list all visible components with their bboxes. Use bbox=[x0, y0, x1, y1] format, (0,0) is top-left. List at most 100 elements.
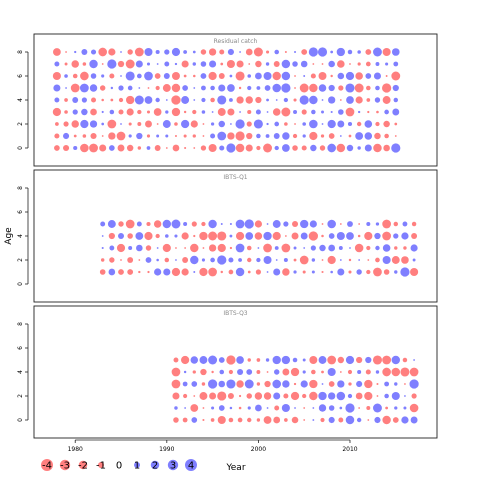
residual-point bbox=[348, 270, 352, 274]
residual-point bbox=[227, 392, 234, 400]
residual-point bbox=[302, 393, 307, 399]
residual-point bbox=[199, 356, 208, 364]
residual-point bbox=[137, 146, 142, 150]
residual-point bbox=[109, 257, 115, 263]
residual-point bbox=[91, 97, 97, 103]
residual-point bbox=[392, 417, 399, 423]
residual-point bbox=[337, 72, 345, 80]
residual-point bbox=[127, 85, 133, 91]
residual-point bbox=[283, 221, 289, 227]
residual-point bbox=[208, 48, 217, 56]
residual-bubbles bbox=[171, 355, 419, 425]
residual-point bbox=[191, 417, 198, 423]
residual-point bbox=[230, 123, 232, 125]
residual-point bbox=[54, 61, 60, 67]
residual-point bbox=[247, 85, 252, 91]
residual-point bbox=[375, 62, 380, 66]
residual-point bbox=[99, 144, 107, 152]
residual-point bbox=[383, 269, 390, 275]
residual-point bbox=[226, 59, 235, 69]
residual-point bbox=[339, 259, 342, 261]
residual-point bbox=[182, 85, 188, 91]
residual-point bbox=[171, 107, 181, 117]
residual-point bbox=[330, 50, 334, 54]
residual-point bbox=[207, 379, 218, 389]
residual-point bbox=[146, 62, 151, 66]
residual-point bbox=[413, 359, 416, 361]
residual-point bbox=[109, 245, 115, 251]
residual-point bbox=[393, 233, 399, 239]
residual-point bbox=[373, 267, 382, 277]
residual-point bbox=[193, 395, 196, 397]
residual-point bbox=[404, 383, 406, 385]
residual-point bbox=[211, 111, 214, 113]
residual-point bbox=[290, 367, 300, 377]
residual-point bbox=[181, 60, 189, 68]
legend-label: 0 bbox=[116, 461, 122, 472]
residual-point bbox=[382, 367, 391, 377]
residual-point bbox=[175, 259, 177, 261]
residual-point bbox=[317, 47, 328, 57]
residual-point bbox=[126, 95, 135, 105]
residual-point bbox=[210, 97, 215, 103]
residual-point bbox=[382, 415, 391, 425]
residual-point bbox=[82, 62, 87, 66]
residual-point bbox=[284, 51, 287, 53]
residual-point bbox=[337, 60, 345, 68]
residual-point bbox=[272, 83, 281, 93]
residual-point bbox=[80, 71, 89, 81]
residual-point bbox=[409, 379, 419, 389]
residual-point bbox=[308, 47, 318, 57]
residual-point bbox=[281, 144, 290, 152]
legend-label: -4 bbox=[42, 461, 52, 472]
residual-point bbox=[163, 268, 171, 276]
residual-point bbox=[309, 119, 318, 129]
residual-point bbox=[108, 132, 116, 140]
residual-point bbox=[101, 122, 105, 126]
y-tick-label: 6 bbox=[17, 346, 24, 350]
y-tick-label: 6 bbox=[17, 210, 24, 214]
residual-point bbox=[193, 87, 196, 89]
residual-point bbox=[312, 407, 315, 409]
residual-point bbox=[274, 405, 280, 411]
residual-point bbox=[400, 267, 410, 277]
residual-point bbox=[294, 50, 297, 54]
residual-point bbox=[108, 268, 116, 276]
residual-point bbox=[126, 108, 134, 116]
legend-label: -2 bbox=[78, 461, 88, 472]
residual-point bbox=[237, 417, 243, 423]
residual-point bbox=[394, 135, 397, 137]
residual-point bbox=[375, 257, 380, 263]
residual-point bbox=[320, 417, 325, 423]
residual-point bbox=[183, 110, 187, 114]
residual-point bbox=[301, 109, 307, 115]
residual-point bbox=[219, 49, 225, 55]
residual-point bbox=[155, 97, 160, 103]
residual-point bbox=[284, 122, 288, 126]
residual-point bbox=[81, 97, 87, 103]
residual-point bbox=[164, 257, 170, 263]
legend-label: -3 bbox=[60, 461, 70, 472]
residual-point bbox=[146, 134, 151, 138]
residual-point bbox=[366, 85, 371, 91]
residual-point bbox=[385, 406, 389, 410]
legend-label: 4 bbox=[188, 461, 194, 472]
residual-point bbox=[108, 232, 115, 240]
residual-point bbox=[300, 380, 308, 388]
residual-point bbox=[293, 110, 298, 114]
residual-point bbox=[409, 367, 419, 377]
residual-point bbox=[337, 120, 345, 128]
residual-point bbox=[328, 405, 335, 411]
residual-point bbox=[72, 97, 79, 103]
residual-point bbox=[318, 356, 327, 364]
residual-point bbox=[409, 403, 419, 413]
legend-label: 1 bbox=[134, 461, 140, 472]
residual-point bbox=[391, 48, 400, 56]
residual-point bbox=[402, 357, 408, 363]
residual-point bbox=[174, 406, 178, 410]
residual-point bbox=[144, 231, 153, 241]
legend-item: -2 bbox=[78, 461, 88, 472]
residual-point bbox=[220, 223, 223, 225]
residual-point bbox=[266, 122, 269, 126]
